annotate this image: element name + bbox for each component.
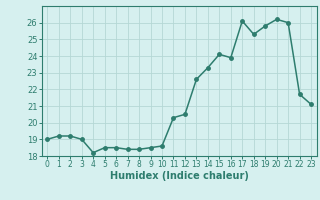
- X-axis label: Humidex (Indice chaleur): Humidex (Indice chaleur): [110, 171, 249, 181]
